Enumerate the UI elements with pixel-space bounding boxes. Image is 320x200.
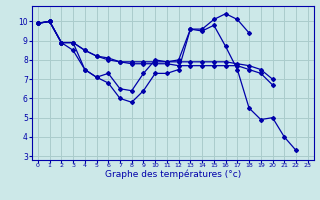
X-axis label: Graphe des températures (°c): Graphe des températures (°c) bbox=[105, 170, 241, 179]
